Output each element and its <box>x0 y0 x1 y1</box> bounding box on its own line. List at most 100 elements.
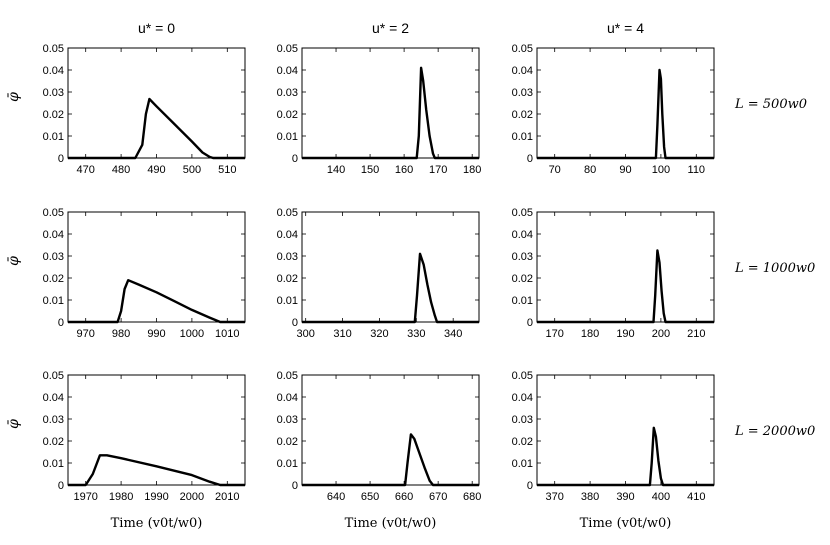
x-tick-label: 190 <box>616 328 634 340</box>
series-line <box>537 68 714 160</box>
series-line <box>302 252 479 324</box>
y-axis-label: φ̄ <box>6 92 22 102</box>
y-tick-label: 0.02 <box>277 436 298 448</box>
y-tick-label: 0.02 <box>277 273 298 285</box>
y-tick-label: 0.05 <box>512 43 533 55</box>
y-axis-label: φ̄ <box>6 419 22 429</box>
x-tick-label: 380 <box>581 491 599 503</box>
y-tick-label: 0 <box>292 480 298 492</box>
y-tick-label: 0.01 <box>43 295 64 307</box>
x-tick-label: 660 <box>395 491 413 503</box>
y-tick-label: 0.04 <box>277 392 298 404</box>
x-tick-label: 150 <box>361 164 379 176</box>
x-tick-label: 170 <box>429 164 447 176</box>
series-line <box>68 279 245 324</box>
series-line <box>302 433 479 487</box>
y-tick-label: 0.05 <box>277 370 298 382</box>
y-tick-label: 0.02 <box>512 436 533 448</box>
x-tick-label: 2010 <box>215 491 239 503</box>
x-tick-label: 390 <box>616 491 634 503</box>
x-tick-label: 1980 <box>109 491 133 503</box>
x-tick-label: 650 <box>361 491 379 503</box>
y-tick-label: 0 <box>58 153 64 165</box>
y-axis-label: φ̄ <box>6 256 22 266</box>
column-title: u* = 2 <box>372 20 409 36</box>
y-tick-label: 0.04 <box>277 65 298 77</box>
x-tick-label: 90 <box>619 164 631 176</box>
series-line <box>537 426 714 487</box>
y-tick-label: 0.03 <box>512 414 533 426</box>
row-label: L = 2000w0 <box>734 424 815 439</box>
series-line <box>302 66 479 160</box>
x-tick-label: 70 <box>549 164 561 176</box>
y-tick-label: 0.04 <box>43 392 64 404</box>
y-tick-label: 0.05 <box>277 43 298 55</box>
y-tick-label: 0.05 <box>512 207 533 219</box>
y-tick-label: 0.01 <box>43 131 64 143</box>
plot-frame <box>536 211 715 323</box>
x-tick-label: 1990 <box>144 491 168 503</box>
y-tick-label: 0.02 <box>43 273 64 285</box>
plot-frame <box>67 211 246 323</box>
column-title: u* = 4 <box>607 20 644 36</box>
y-tick-label: 0.03 <box>43 251 64 263</box>
x-tick-label: 160 <box>395 164 413 176</box>
y-tick-label: 0.03 <box>43 414 64 426</box>
y-tick-label: 0.01 <box>512 295 533 307</box>
y-tick-label: 0 <box>292 317 298 329</box>
x-tick-label: 410 <box>687 491 705 503</box>
plot-frame <box>301 47 480 159</box>
y-tick-label: 0.04 <box>43 65 64 77</box>
x-tick-label: 470 <box>77 164 95 176</box>
series-line <box>68 97 245 160</box>
x-tick-label: 140 <box>327 164 345 176</box>
y-tick-label: 0.03 <box>512 87 533 99</box>
x-axis-label: Time (v0t/w0) <box>580 516 672 531</box>
y-tick-label: 0 <box>527 480 533 492</box>
y-tick-label: 0 <box>527 153 533 165</box>
y-tick-label: 0.01 <box>43 458 64 470</box>
x-tick-label: 170 <box>546 328 564 340</box>
y-tick-label: 0.02 <box>512 273 533 285</box>
y-tick-label: 0.04 <box>512 392 533 404</box>
x-axis-label: Time (v0t/w0) <box>111 516 203 531</box>
y-tick-label: 0 <box>292 153 298 165</box>
x-tick-label: 480 <box>112 164 130 176</box>
y-tick-label: 0.01 <box>277 458 298 470</box>
y-tick-label: 0.04 <box>512 65 533 77</box>
x-tick-label: 970 <box>77 328 95 340</box>
x-tick-label: 300 <box>297 328 315 340</box>
x-tick-label: 980 <box>112 328 130 340</box>
plot-frame <box>301 211 480 323</box>
y-tick-label: 0.03 <box>277 87 298 99</box>
x-tick-label: 490 <box>147 164 165 176</box>
y-tick-label: 0.05 <box>43 207 64 219</box>
x-tick-label: 680 <box>463 491 481 503</box>
x-tick-label: 310 <box>333 328 351 340</box>
x-tick-label: 670 <box>429 491 447 503</box>
x-tick-label: 1000 <box>180 328 204 340</box>
y-tick-label: 0.02 <box>277 109 298 121</box>
y-tick-label: 0.03 <box>512 251 533 263</box>
y-tick-label: 0.01 <box>277 295 298 307</box>
x-tick-label: 500 <box>183 164 201 176</box>
x-tick-label: 1970 <box>73 491 97 503</box>
y-tick-label: 0 <box>527 317 533 329</box>
x-tick-label: 990 <box>147 328 165 340</box>
x-tick-label: 320 <box>370 328 388 340</box>
y-tick-label: 0.03 <box>277 414 298 426</box>
x-axis-label: Time (v0t/w0) <box>345 516 437 531</box>
x-tick-label: 180 <box>581 328 599 340</box>
y-tick-label: 0 <box>58 480 64 492</box>
plot-frame <box>536 47 715 159</box>
plot-frame <box>536 374 715 486</box>
x-tick-label: 2000 <box>180 491 204 503</box>
y-tick-label: 0.01 <box>512 131 533 143</box>
y-tick-label: 0.04 <box>512 229 533 241</box>
y-tick-label: 0.02 <box>43 109 64 121</box>
x-tick-label: 200 <box>652 328 670 340</box>
x-tick-label: 1010 <box>215 328 239 340</box>
x-tick-label: 100 <box>652 164 670 176</box>
row-label: L = 1000w0 <box>734 261 815 276</box>
